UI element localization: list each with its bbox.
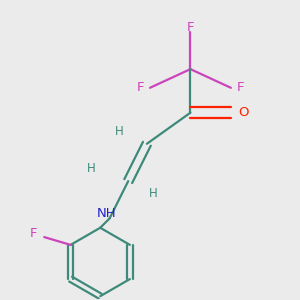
Text: H: H: [115, 125, 123, 138]
Text: O: O: [238, 106, 249, 119]
Text: F: F: [30, 227, 37, 241]
Text: F: F: [187, 21, 194, 34]
Text: F: F: [236, 81, 244, 94]
Text: NH: NH: [97, 207, 116, 220]
Text: H: H: [149, 187, 158, 200]
Text: F: F: [137, 81, 144, 94]
Text: H: H: [86, 162, 95, 175]
